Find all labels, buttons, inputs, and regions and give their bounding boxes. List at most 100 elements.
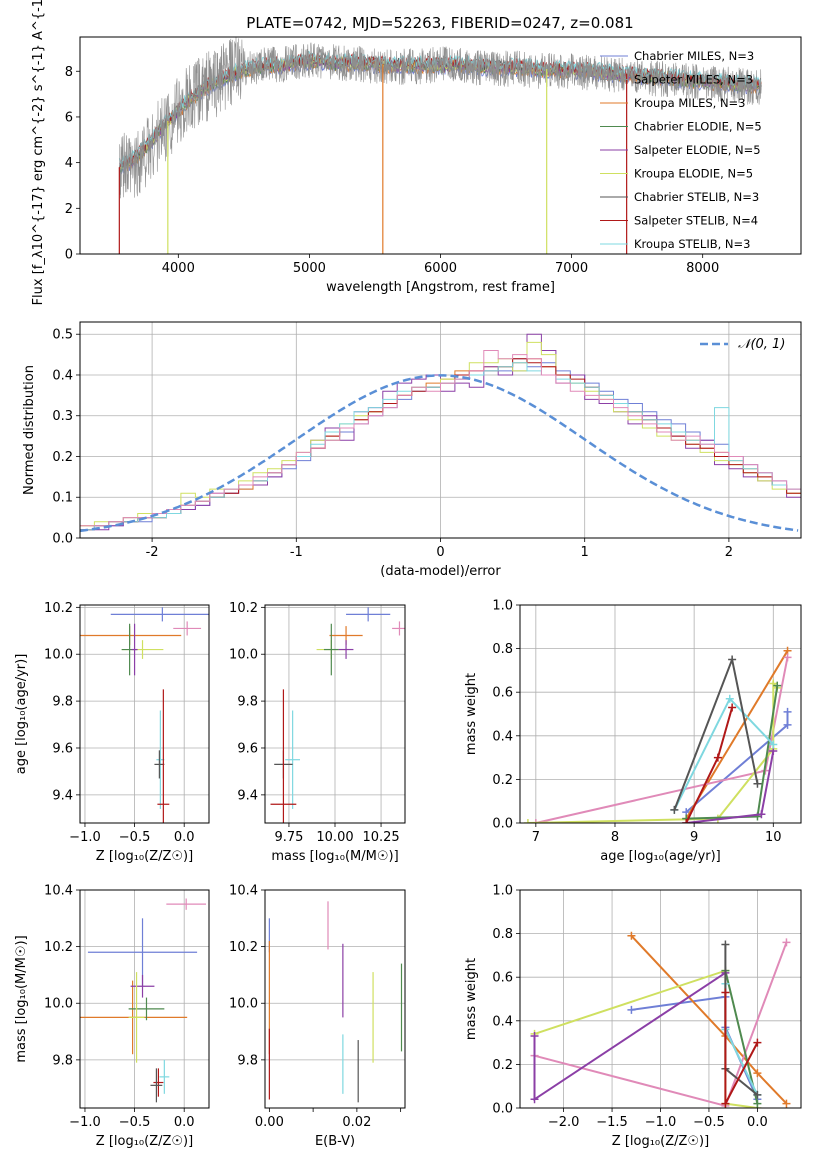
weight-marker [773, 681, 782, 690]
y-tick-label: 10.2 [229, 940, 258, 955]
y-axis-label: Flux [f_λ10^{-17} erg cm^{-2} s^{-1} A^{… [31, 0, 46, 305]
x-tick-label: 2 [725, 545, 733, 560]
gaussian-curve [80, 374, 799, 533]
x-tick-label: 8000 [686, 261, 719, 276]
legend-entry: Chabrier ELODIE, N=5 [634, 120, 762, 134]
x-tick-label: 0.02 [342, 1115, 371, 1130]
y-tick-label: 0.8 [492, 927, 513, 942]
y-tick-label: 8 [65, 65, 73, 80]
y-tick-label: 4 [65, 156, 73, 171]
plot-frame [79, 889, 210, 1109]
y-tick-label: 0.6 [492, 971, 513, 986]
legend-entry: 𝒩(0, 1) [738, 337, 785, 352]
y-tick-label: 0.2 [492, 773, 513, 788]
y-axis-label: mass [log₁₀(M/M☉)] [14, 935, 29, 1062]
x-tick-label: 9.75 [274, 830, 303, 845]
x-tick-label: −1.0 [645, 1115, 677, 1130]
plot-frame [264, 889, 406, 1109]
plot-area [523, 646, 792, 823]
weight-marker [725, 694, 734, 703]
weight-marker [757, 810, 766, 819]
x-tick-label: 7000 [555, 261, 588, 276]
weight-marker [769, 740, 778, 749]
legend-entry: Kroupa STELIB, N=3 [634, 237, 751, 251]
x-tick-label: −0.5 [119, 1115, 151, 1130]
weight-series-line [724, 970, 759, 1104]
age-vs-mass-panel: 9.75 10.00 10.25 9.4 9.6 9.8 10.0 10.2 mass [log… [229, 601, 406, 864]
x-tick-label: 10.00 [316, 830, 353, 845]
weight-marker [728, 655, 737, 664]
grid-lines [80, 605, 209, 823]
legend-entry: Salpeter STELIB, N=4 [634, 214, 758, 228]
weight-series-line [534, 969, 758, 1108]
legend-entry: Salpeter ELODIE, N=5 [634, 143, 761, 157]
weight-series-line [535, 657, 789, 823]
weight-marker [530, 1095, 539, 1104]
weight-marker [728, 703, 737, 712]
figure-title: PLATE=0742, MJD=52263, FIBERID=0247, z=0… [246, 14, 633, 32]
x-tick-label: 1 [581, 545, 589, 560]
legend-entry: Chabrier STELIB, N=3 [634, 190, 759, 204]
legend-entry: Chabrier MILES, N=3 [634, 49, 754, 63]
weight-marker [531, 819, 540, 823]
y-tick-label: 10.0 [44, 997, 73, 1012]
weight-marker [753, 1099, 762, 1108]
plot-area [118, 37, 762, 254]
plot-area [80, 333, 801, 533]
x-tick-label: 6000 [424, 261, 457, 276]
weight-marker [753, 1038, 762, 1047]
weight-marker [721, 988, 730, 997]
x-tick-label: 0.00 [255, 1115, 284, 1130]
y-tick-label: 0.2 [492, 1058, 513, 1073]
data-line [119, 37, 762, 199]
plot-area [80, 607, 209, 823]
grid-lines [520, 604, 801, 824]
weight-marker [753, 1090, 762, 1099]
y-tick-label: 9.8 [237, 1053, 258, 1068]
weight-marker [523, 819, 532, 823]
y-tick-label: 10.2 [44, 601, 73, 616]
x-tick-label: 0.0 [174, 1115, 195, 1130]
x-tick-label: 4000 [162, 261, 195, 276]
y-tick-label: 9.8 [237, 695, 258, 710]
weight-marker [721, 940, 730, 949]
weight-marker [753, 1069, 762, 1078]
weight-series-line [631, 995, 759, 1100]
weight-marker [753, 779, 762, 788]
x-tick-label: 8 [611, 830, 619, 845]
x-axis-label: Z [log₁₀(Z/Z☉)] [612, 1134, 709, 1149]
x-tick-label: 0 [436, 545, 444, 560]
x-tick-label: 9 [690, 830, 698, 845]
y-tick-label: 0.1 [52, 491, 73, 506]
plot-area [530, 931, 791, 1108]
age-vs-metallicity-panel: −1.0 −0.5 0.0 9.4 9.6 9.8 10.0 10.2 Z [log₁₀(Z/Z… [14, 601, 210, 864]
y-tick-label: 9.6 [52, 741, 73, 756]
y-tick-label: 0 [65, 248, 73, 263]
y-tick-label: 9.8 [52, 1053, 73, 1068]
y-tick-label: 10.0 [44, 648, 73, 663]
massweight-vs-metallicity-panel: −2.0 −1.5 −1.0 −0.5 0.0 0.0 0.2 0.4 0.6 0.8 1.0 Z [… [464, 884, 802, 1149]
weight-marker [713, 753, 722, 762]
weight-marker [782, 938, 791, 947]
y-tick-label: 10.2 [44, 940, 73, 955]
x-tick-label: −1.0 [69, 1115, 101, 1130]
y-tick-label: 9.4 [237, 788, 258, 803]
y-tick-label: 10.4 [229, 884, 258, 899]
x-tick-label: 0.0 [747, 1115, 768, 1130]
weight-series-line [527, 680, 779, 823]
weight-marker [782, 1099, 791, 1108]
y-tick-label: 10.0 [229, 648, 258, 663]
spectrum-panel: 4000 5000 6000 7000 8000 0 2 4 6 8 wavelength [Ang… [31, 0, 802, 305]
y-tick-label: 0.4 [52, 368, 73, 383]
histogram-series [80, 350, 801, 527]
weight-marker [783, 720, 792, 729]
y-axis-label: mass weight [464, 958, 479, 1040]
y-tick-label: 1.0 [492, 884, 513, 899]
x-tick-label: 0.0 [174, 830, 195, 845]
y-tick-label: 10.4 [44, 884, 73, 899]
y-tick-label: 0.6 [492, 686, 513, 701]
grid-lines [80, 889, 209, 1108]
legend-entry: Salpeter MILES, N=3 [634, 73, 753, 87]
x-axis-label: mass [log₁₀(M/M☉)] [271, 849, 398, 864]
y-axis-label: mass weight [464, 673, 479, 755]
